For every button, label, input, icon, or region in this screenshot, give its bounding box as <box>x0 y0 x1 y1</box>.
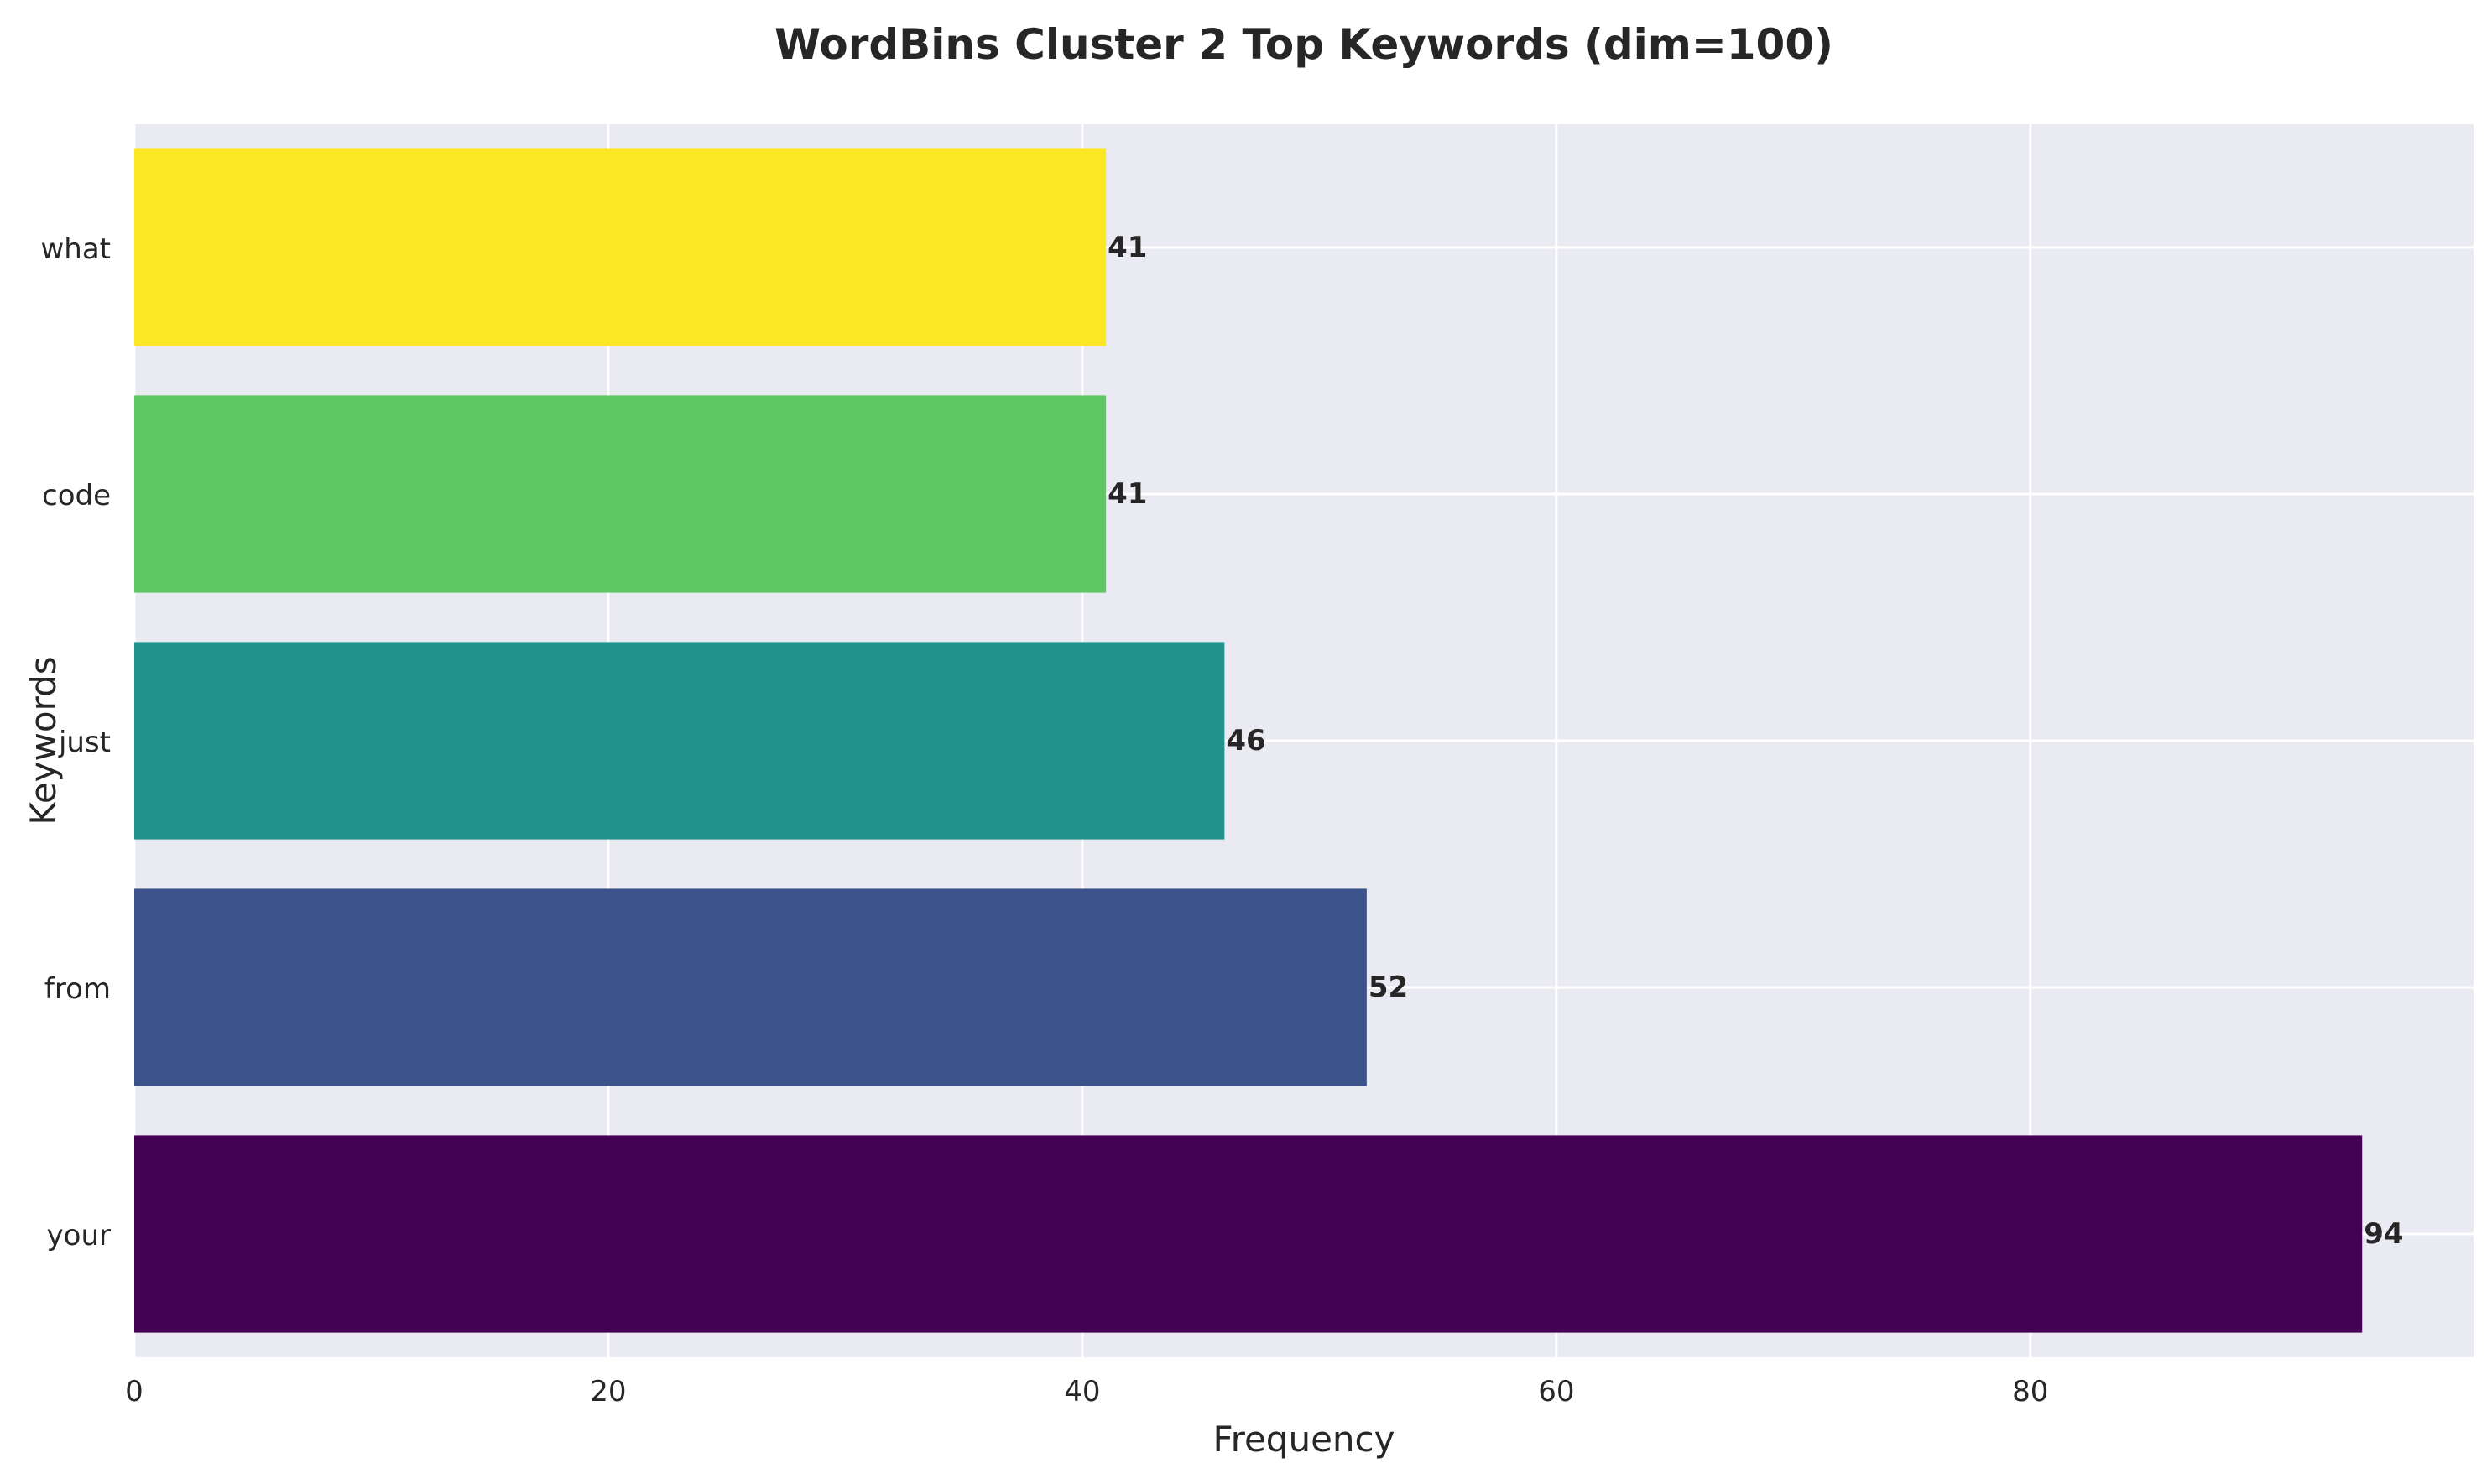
x-tick-label: 20 <box>590 1375 626 1408</box>
bar-code <box>134 395 1107 593</box>
chart-title: WordBins Cluster 2 Top Keywords (dim=100… <box>774 20 1833 69</box>
x-tick-label: 40 <box>1064 1375 1100 1408</box>
y-tick-labels: your from just code what <box>40 232 111 1252</box>
bar-just <box>134 642 1225 840</box>
y-tick-label-code: code <box>42 479 111 513</box>
value-label-code: 41 <box>1108 477 1147 511</box>
x-axis-label: Frequency <box>1213 1419 1395 1460</box>
bar-what <box>134 148 1107 346</box>
value-label-just: 46 <box>1226 724 1265 758</box>
y-tick-label-your: your <box>47 1219 111 1252</box>
value-labels: 94 52 46 41 41 <box>1108 231 2403 1251</box>
value-label-your: 94 <box>2364 1217 2403 1251</box>
y-tick-label-what: what <box>40 232 111 266</box>
y-tick-label-just: just <box>58 726 111 759</box>
y-tick-label-from: from <box>44 972 111 1006</box>
x-tick-label: 80 <box>2012 1375 2048 1408</box>
value-label-from: 52 <box>1369 971 1408 1004</box>
value-label-what: 41 <box>1108 231 1147 264</box>
bar-your <box>134 1135 2363 1333</box>
y-axis-label: Keywords <box>23 656 64 825</box>
bars <box>134 148 2363 1333</box>
x-tick-labels: 0 20 40 60 80 <box>125 1375 2048 1408</box>
x-tick-label: 0 <box>125 1375 143 1408</box>
bar-from <box>134 888 1367 1086</box>
x-tick-label: 60 <box>1538 1375 1574 1408</box>
